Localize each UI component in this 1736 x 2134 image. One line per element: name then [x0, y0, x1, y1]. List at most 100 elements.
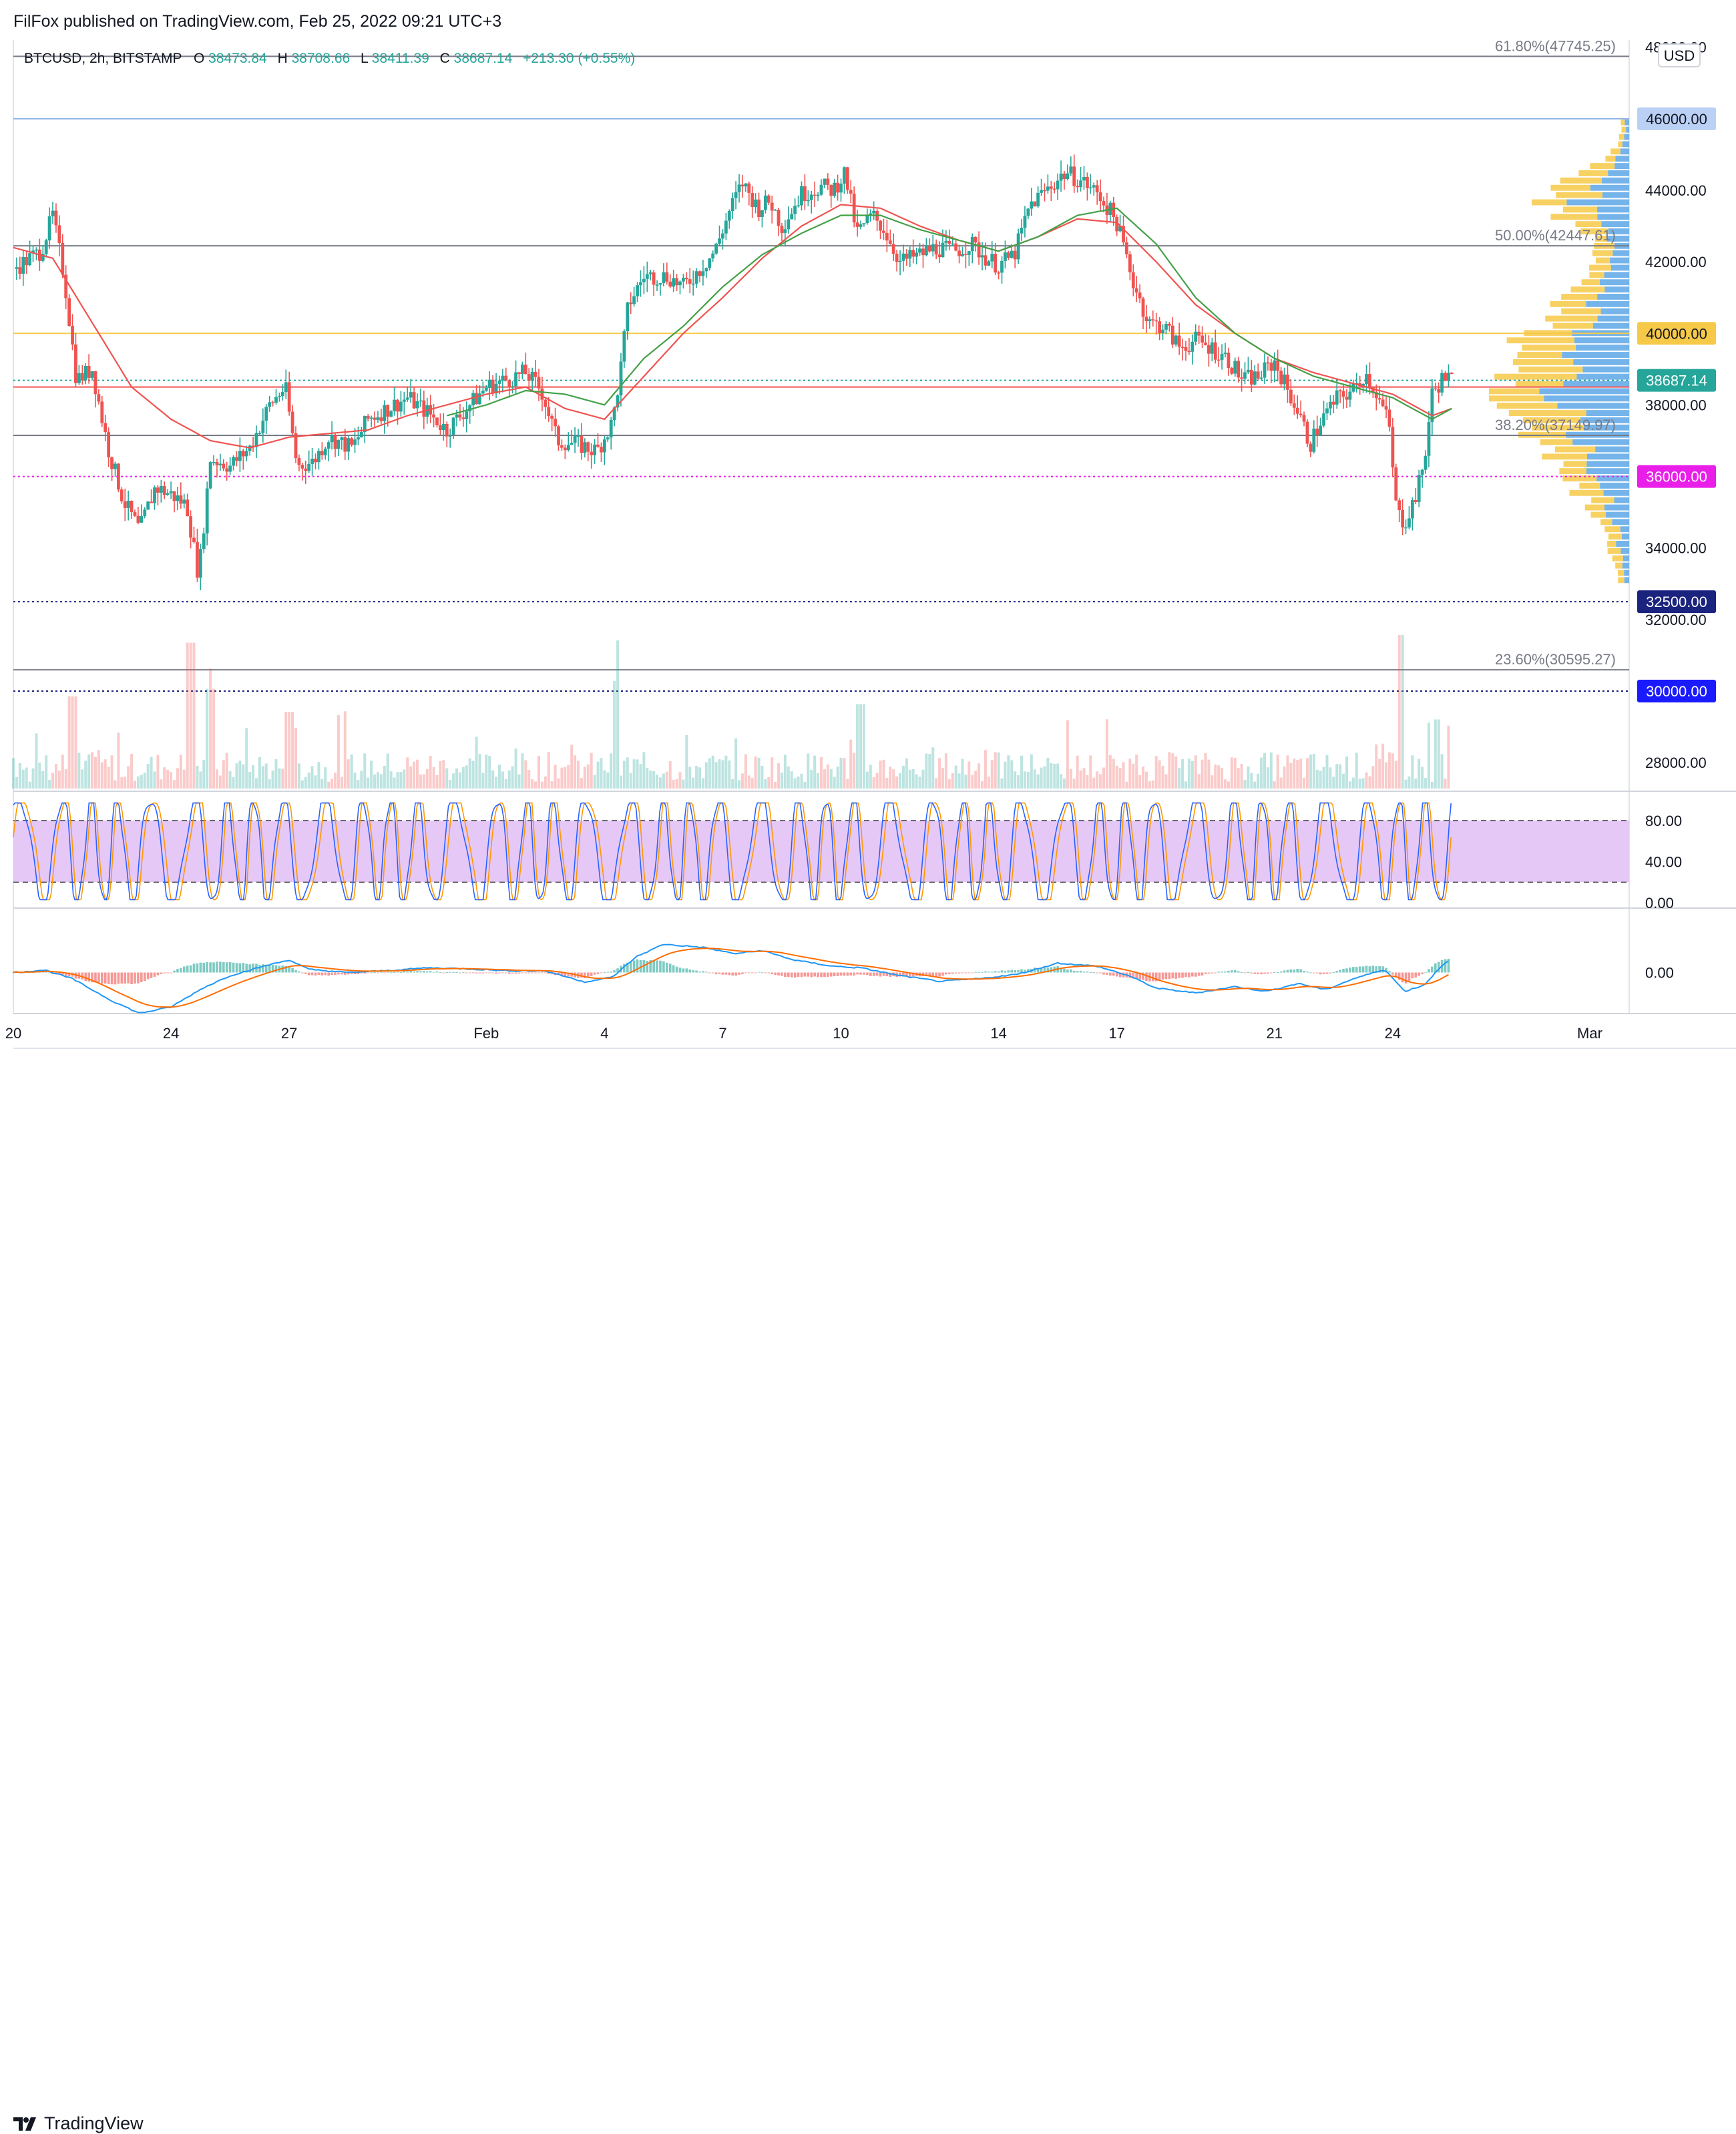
macd-histogram-bar: [1329, 972, 1332, 974]
publisher-attribution: FilFox published on TradingView.com, Feb…: [13, 12, 502, 31]
volume-bar: [28, 781, 31, 789]
macd-histogram-bar: [488, 972, 491, 974]
macd-histogram-bar: [1109, 972, 1112, 976]
candle-body: [1115, 216, 1119, 232]
volume-bar: [685, 734, 688, 789]
volume-bar: [442, 760, 445, 789]
candle-body: [740, 184, 744, 187]
price-tag-bg: [1637, 322, 1716, 345]
volume-bar: [925, 753, 928, 789]
volume-bar: [271, 771, 274, 789]
volume-bar: [1322, 767, 1325, 789]
volume-bar: [130, 753, 134, 789]
candle-body: [402, 399, 406, 402]
macd-histogram-bar: [406, 971, 409, 973]
candle-body: [1151, 319, 1155, 321]
volume-profile-row: [1586, 410, 1629, 417]
macd-histogram-bar: [1102, 972, 1105, 975]
volume-profile-row: [1620, 148, 1629, 155]
volume-bar: [987, 777, 990, 789]
time-axis-label: 4: [600, 1025, 608, 1042]
volume-bar: [38, 763, 41, 789]
volume-bar: [997, 752, 1000, 789]
candle-body: [1263, 362, 1267, 378]
volume-bar: [1053, 763, 1056, 789]
fib-level-label: 61.80%(47745.25): [1495, 37, 1616, 54]
volume-bar: [1361, 778, 1365, 789]
volume-bar: [1066, 720, 1069, 789]
macd-histogram-bar: [967, 972, 971, 974]
price-tag-bg: [1637, 369, 1716, 392]
candle-body: [862, 223, 866, 224]
volume-profile-row: [1600, 519, 1612, 525]
volume-bar: [610, 753, 613, 789]
volume-bar: [67, 696, 71, 789]
volume-bar: [396, 772, 399, 789]
volume-bar: [294, 728, 298, 789]
candle-body: [1322, 413, 1325, 426]
volume-bar: [570, 744, 574, 789]
volume-bar: [606, 772, 610, 789]
candle-body: [1292, 403, 1296, 408]
volume-bar: [1237, 768, 1240, 789]
macd-histogram-bar: [971, 972, 974, 974]
macd-histogram-bar: [298, 971, 300, 973]
volume-bar: [353, 773, 357, 789]
macd-histogram-bar: [757, 972, 761, 973]
volume-bar: [1142, 767, 1145, 789]
volume-bar: [994, 752, 997, 789]
volume-profile-row: [1601, 221, 1629, 228]
candle-body: [1299, 413, 1303, 415]
volume-profile-row: [1561, 308, 1601, 314]
candle-body: [100, 401, 104, 423]
candle-body: [891, 244, 895, 254]
candle-body: [1049, 186, 1053, 189]
macd-histogram-bar: [1437, 962, 1440, 973]
candle-body: [441, 423, 445, 431]
candle-body: [511, 386, 515, 387]
candle-body: [1371, 387, 1375, 393]
currency-badge[interactable]: USD: [1658, 43, 1701, 67]
volume-bar: [882, 759, 885, 789]
volume-bar: [1283, 766, 1286, 789]
volume-bar: [478, 754, 481, 789]
tradingview-brand[interactable]: TradingView: [13, 2113, 144, 2134]
volume-bar: [1164, 774, 1168, 789]
volume-bar: [1102, 767, 1106, 789]
macd-histogram-bar: [310, 972, 314, 976]
candle-body: [1434, 388, 1438, 390]
candle-body: [632, 296, 636, 304]
macd-histogram-bar: [1309, 972, 1312, 974]
volume-bar: [160, 779, 163, 789]
volume-profile-row: [1589, 272, 1604, 278]
macd-histogram-bar: [974, 972, 977, 973]
candle-body: [172, 491, 176, 501]
volume-bar: [1335, 764, 1339, 789]
candle-body: [254, 433, 258, 447]
macd-histogram-bar: [1204, 972, 1207, 974]
macd-histogram-bar: [192, 964, 196, 973]
macd-histogram-bar: [127, 972, 130, 984]
candle-body: [1118, 226, 1122, 232]
macd-histogram-bar: [199, 962, 202, 973]
candle-body: [1194, 331, 1198, 342]
chart-canvas[interactable]: 61.80%(47745.25) 50.00%(42447.61) 38.20%(3…: [0, 0, 1736, 1098]
candle-body: [570, 443, 574, 445]
candle-body: [18, 267, 22, 274]
candle-body: [626, 302, 630, 332]
candle-body: [580, 435, 584, 453]
volume-bar: [182, 769, 186, 789]
candle-body: [80, 373, 84, 381]
macd-histogram-bar: [820, 972, 823, 978]
volume-bar: [856, 704, 859, 789]
volume-bar: [1020, 755, 1024, 789]
volume-bar: [357, 780, 360, 789]
candle-body: [672, 278, 676, 287]
macd-histogram-bar: [978, 972, 980, 974]
candle-body: [1365, 374, 1368, 384]
volume-bar: [771, 757, 774, 789]
macd-histogram-bar: [245, 964, 248, 973]
candle-body: [1309, 443, 1313, 452]
chart-footer: TradingView: [0, 1052, 1736, 2133]
volume-bar: [1299, 759, 1303, 789]
